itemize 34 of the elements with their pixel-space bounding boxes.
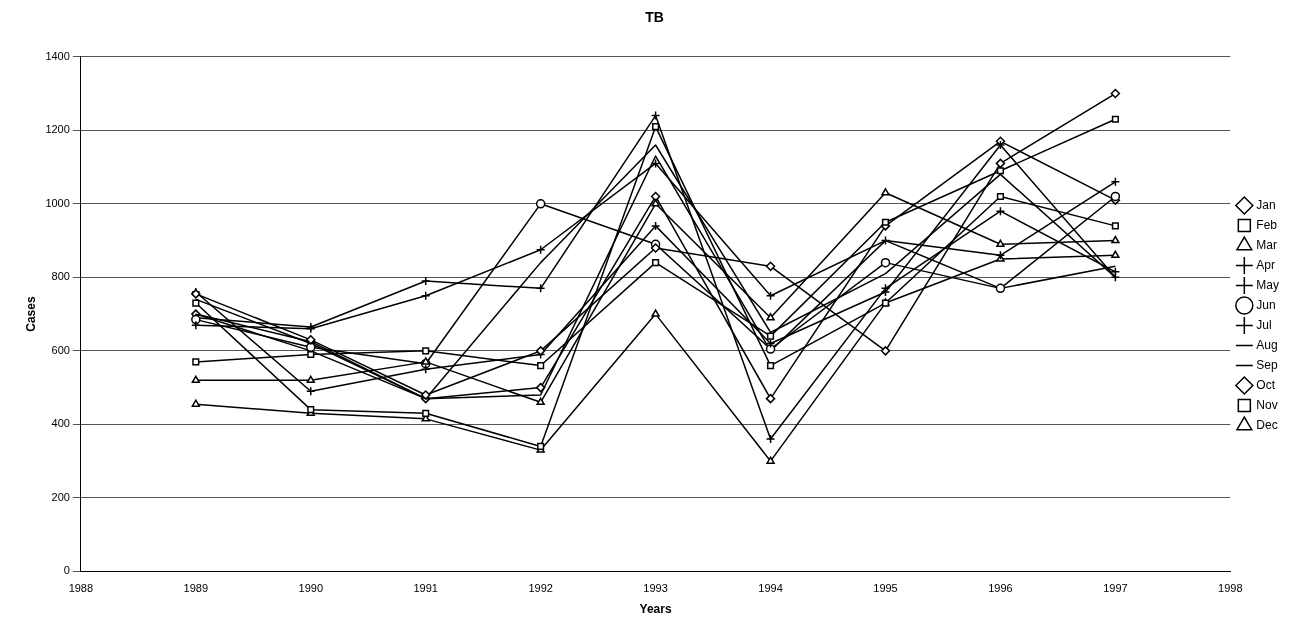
x-tick-label: 1993 [643, 582, 668, 595]
y-tick-label: 200 [51, 490, 70, 503]
legend-label: Sep [1256, 357, 1279, 372]
x-tick-label: 1990 [298, 582, 323, 595]
y-tick-label: 1400 [45, 49, 70, 62]
chart-title: TB [645, 9, 664, 26]
legend-label: Jan [1256, 197, 1276, 212]
x-tick-label: 1992 [528, 582, 553, 595]
x-axis-title: Years [639, 602, 672, 617]
x-tick-label: 1995 [873, 582, 898, 595]
x-tick-label: 1991 [413, 582, 438, 595]
legend-label: Dec [1256, 417, 1278, 432]
legend-label: Aug [1256, 337, 1278, 352]
y-tick-label: 600 [51, 343, 70, 356]
y-tick-label: 1000 [45, 196, 70, 209]
x-tick-label: 1998 [1218, 582, 1243, 595]
y-tick-label: 400 [51, 417, 70, 430]
y-axis-title: Cases [23, 296, 38, 332]
legend-label: Apr [1256, 257, 1276, 272]
legend-label: May [1256, 277, 1279, 292]
legend-label: Jul [1256, 317, 1272, 332]
legend-label: Nov [1256, 397, 1278, 412]
legend-label: Feb [1256, 217, 1278, 232]
x-tick-label: 1988 [68, 582, 94, 595]
y-tick-label: 800 [51, 270, 70, 283]
y-tick-label: 0 [63, 564, 70, 577]
y-tick-label: 1200 [45, 123, 70, 136]
legend-label: Jun [1256, 297, 1276, 312]
x-tick-label: 1994 [758, 582, 783, 595]
legend-label: Oct [1256, 377, 1276, 392]
legend-label: Mar [1256, 237, 1277, 252]
x-tick-label: 1997 [1103, 582, 1128, 595]
x-tick-label: 1996 [988, 582, 1013, 595]
x-tick-label: 1989 [183, 582, 209, 595]
